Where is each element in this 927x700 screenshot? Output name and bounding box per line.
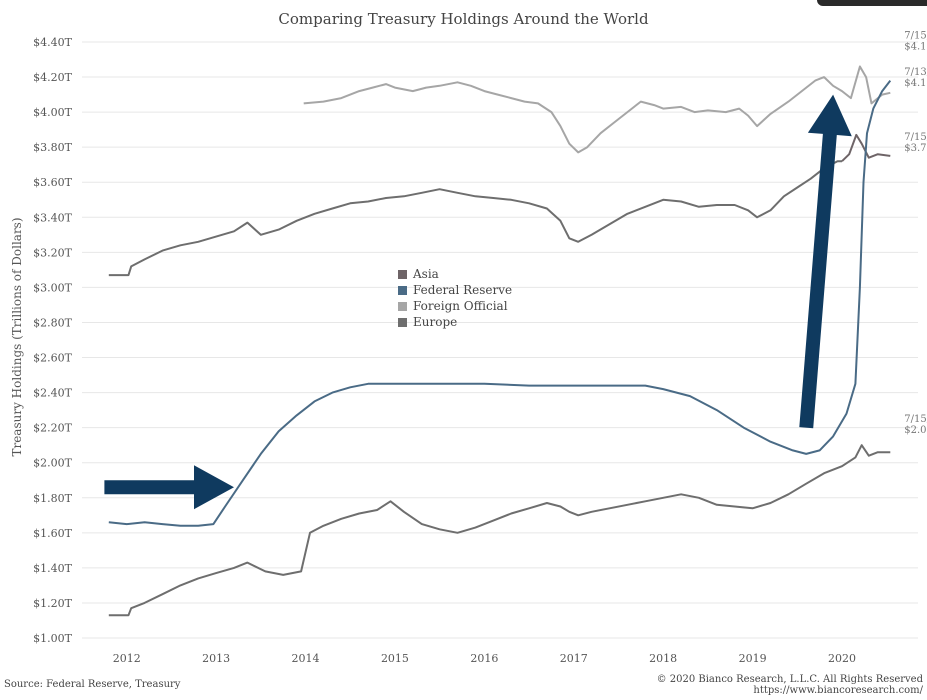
annotation-date: 7/13/2020 [904,67,927,78]
legend-swatch-federal-reserve [398,285,407,295]
legend: Asia Federal Reserve Foreign Official Eu… [398,266,512,330]
y-tick-label: $2.60T [33,352,72,365]
annotation-date: 7/15/2020 [904,414,927,425]
chart-title: Comparing Treasury Holdings Around the W… [278,10,649,28]
y-tick-label: $1.20T [33,597,72,610]
legend-item-federal-reserve: Federal Reserve [398,282,512,298]
y-tick-label: $2.80T [33,316,72,329]
legend-item-foreign-official: Foreign Official [398,298,512,314]
series-line-federal-reserve [108,79,892,527]
source-note: Source: Federal Reserve, Treasury [4,679,181,690]
legend-swatch-asia [398,269,407,279]
legend-swatch-europe [398,317,407,327]
series-line-europe [108,160,842,277]
y-tick-label: $4.00T [33,106,72,119]
y-tick-label: $4.20T [33,71,72,84]
y-tick-label: $2.00T [33,457,72,470]
y-tick-label: $3.80T [33,141,72,154]
x-tick-label: 2014 [292,652,320,665]
annotation-value: $4.11T [904,78,927,89]
x-tick-label: 2019 [739,652,767,665]
y-tick-label: $2.40T [33,387,72,400]
copyright-block: © 2020 Bianco Research, L.L.C. All Right… [657,674,923,696]
copyright-text: © 2020 Bianco Research, L.L.C. All Right… [656,674,923,685]
x-tick-label: 2012 [113,652,141,665]
x-tick-label: 2017 [560,652,588,665]
series-line-foreign-official [303,65,891,154]
x-tick-label: 2015 [381,652,409,665]
series-line-europe [108,444,891,617]
x-tick-label: 2013 [202,652,230,665]
series-line-asia [841,133,891,162]
annotation-date: 7/15/2020 [904,31,927,42]
y-tick-label: $3.60T [33,176,72,189]
legend-label-foreign-official: Foreign Official [413,299,508,313]
x-tick-label: 2020 [828,652,856,665]
legend-item-asia: Asia [398,266,512,282]
annotation-value: $2.06T [904,425,927,436]
y-tick-label: $2.20T [33,422,72,435]
y-tick-label: $4.40T [33,36,72,49]
legend-swatch-foreign-official [398,301,407,311]
y-tick-label: $1.80T [33,492,72,505]
legend-label-europe: Europe [413,315,458,329]
annotation-value: $4.18T [904,42,927,53]
legend-item-europe: Europe [398,314,512,330]
y-tick-label: $3.40T [33,211,72,224]
x-tick-label: 2016 [470,652,498,665]
y-tick-label: $3.00T [33,281,72,294]
y-tick-label: $3.20T [33,246,72,259]
y-tick-label: $1.60T [33,527,72,540]
annotation-arrow [799,94,852,429]
window-corner [817,0,927,6]
annotation-arrow [104,465,235,510]
legend-label-federal-reserve: Federal Reserve [413,283,513,297]
annotation-date: 7/15/2020 [904,132,927,143]
x-tick-label: 2018 [649,652,677,665]
y-tick-label: $1.40T [33,562,72,575]
y-tick-label: $1.00T [33,632,72,645]
annotation-value: $3.75T [904,143,927,154]
website-link[interactable]: https://www.biancoresearch.com/ [753,685,923,696]
legend-label-asia: Asia [413,267,439,281]
